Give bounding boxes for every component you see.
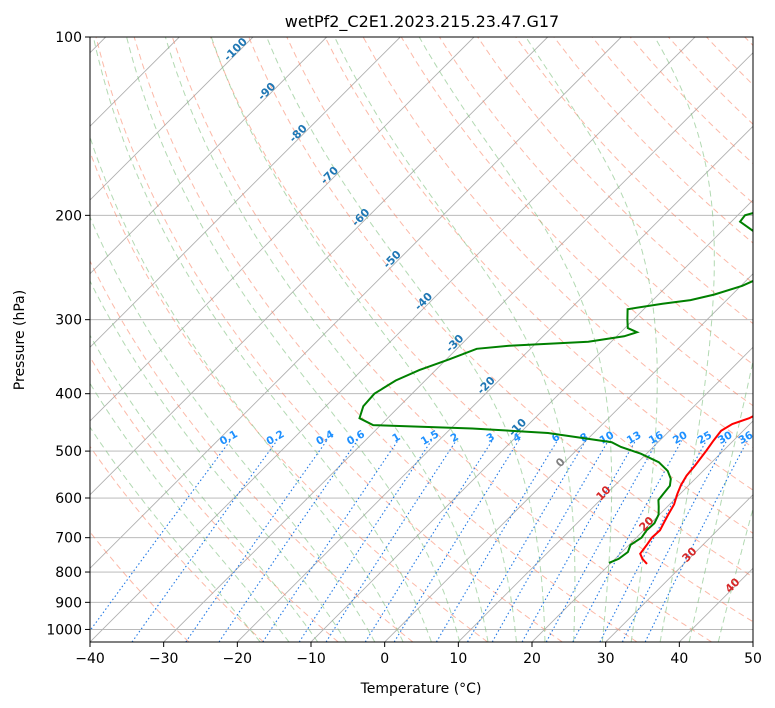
pressure-grid (90, 37, 753, 630)
mixing-ratio-line (262, 440, 399, 642)
dry-adiabat-line (90, 445, 264, 642)
y-tick-label: 600 (55, 491, 82, 507)
dry-adiabat-line (171, 37, 712, 642)
isotherm-grid (90, 37, 753, 642)
mixing-ratio-line (644, 440, 748, 642)
mixing-ratio-label: 36 (737, 429, 756, 447)
x-tick-label: 50 (744, 651, 762, 667)
mixing-ratio-line (325, 440, 457, 642)
y-tick-label: 500 (55, 444, 82, 460)
moist-adiabat-line (334, 37, 576, 642)
isotherm-line (90, 37, 696, 642)
x-tick-label: −10 (296, 651, 326, 667)
x-tick-label: 30 (597, 651, 615, 667)
y-tick-label: 300 (55, 313, 82, 329)
isotherm-line (90, 37, 475, 422)
moist-adiabat-line (164, 37, 489, 642)
x-tick-label: −30 (149, 651, 179, 667)
isotherm-line (90, 37, 328, 275)
y-axis-ticks: 100 200 300 400 500 600 700 800 900 1000 (46, 30, 90, 638)
plot-area: 0.1 0.2 0.4 0.6 1 1.5 2 3 4 6 8 10 13 16 20 25 30 36-100-… (90, 37, 756, 642)
x-axis-ticks: −40 −30 −20 −10 0 10 20 30 40 50 (75, 642, 762, 667)
plot-frame (89, 36, 754, 643)
moist-adiabat-line (688, 358, 753, 642)
moist-adiabat-line (90, 426, 261, 642)
moist-adiabat-line (126, 37, 461, 642)
mixing-ratio-line (131, 440, 278, 642)
isotherm-line (163, 52, 753, 642)
dry-adiabat-line (95, 37, 563, 642)
dry-adiabat-line (90, 356, 339, 642)
mixing-ratio-line (467, 440, 587, 642)
y-tick-label: 400 (55, 387, 82, 403)
y-tick-label: 200 (55, 208, 82, 224)
dewpoint-profile-line (358, 212, 753, 564)
temperature-profile-line (639, 415, 753, 565)
mixing-ratio-line (435, 440, 558, 642)
x-tick-label: 10 (449, 651, 467, 667)
moist-adiabat-line (525, 37, 658, 642)
y-axis-label: Pressure (hPa) (12, 290, 28, 390)
isotherm-line (384, 273, 753, 642)
dry-adiabat-line (90, 259, 414, 642)
moist-adiabat-line (90, 334, 319, 642)
isotherm-line (236, 125, 753, 642)
dry-adiabat-line (210, 37, 753, 623)
mixing-ratio-line (491, 440, 609, 642)
x-tick-label: 20 (523, 651, 541, 667)
x-tick-label: −40 (75, 651, 105, 667)
y-tick-label: 900 (55, 595, 82, 611)
mixing-ratio-line (521, 440, 637, 642)
chart-title: wetPf2_C2E1.2023.215.23.47.G17 (285, 12, 559, 32)
moist-adiabat-line (90, 135, 404, 642)
x-tick-label: 40 (670, 651, 688, 667)
moist-adiabat-line (90, 382, 290, 642)
mixing-ratio-line (364, 440, 493, 642)
isotherm-line (457, 346, 753, 642)
moist-adiabat-line (92, 37, 432, 642)
x-tick-label: −20 (223, 651, 253, 667)
y-tick-label: 700 (55, 531, 82, 547)
isotherm-line (90, 37, 401, 348)
moist-adiabat-line (266, 37, 546, 642)
profile-series (358, 212, 753, 565)
y-tick-label: 1000 (46, 622, 82, 638)
x-axis-label: Temperature (°C) (360, 681, 482, 697)
dry-adiabat-line (324, 37, 753, 491)
isotherm-line (605, 494, 753, 642)
isotherm-line (90, 37, 254, 201)
isotherm-line (531, 420, 753, 642)
moist-adiabat-line (210, 37, 517, 642)
moist-adiabat-line (90, 215, 376, 642)
mixing-ratio-line (393, 440, 520, 642)
isotherm-line (90, 37, 549, 496)
mixing-ratio-line (545, 440, 659, 642)
y-tick-label: 800 (55, 565, 82, 581)
x-tick-label: 0 (380, 651, 389, 667)
dry-adiabat-line (286, 37, 753, 534)
mixing-ratio-line (90, 440, 231, 632)
moist-adiabats (90, 37, 753, 642)
moist-adiabat-line (654, 37, 715, 642)
isotherm-line (90, 37, 622, 569)
y-tick-label: 100 (55, 30, 82, 46)
dry-adiabat-line (248, 37, 753, 578)
mixing-ratio-line (185, 440, 328, 642)
mixing-ratio-line (298, 440, 432, 642)
moist-adiabat-line (418, 37, 613, 642)
moist-adiabat-line (717, 506, 753, 642)
